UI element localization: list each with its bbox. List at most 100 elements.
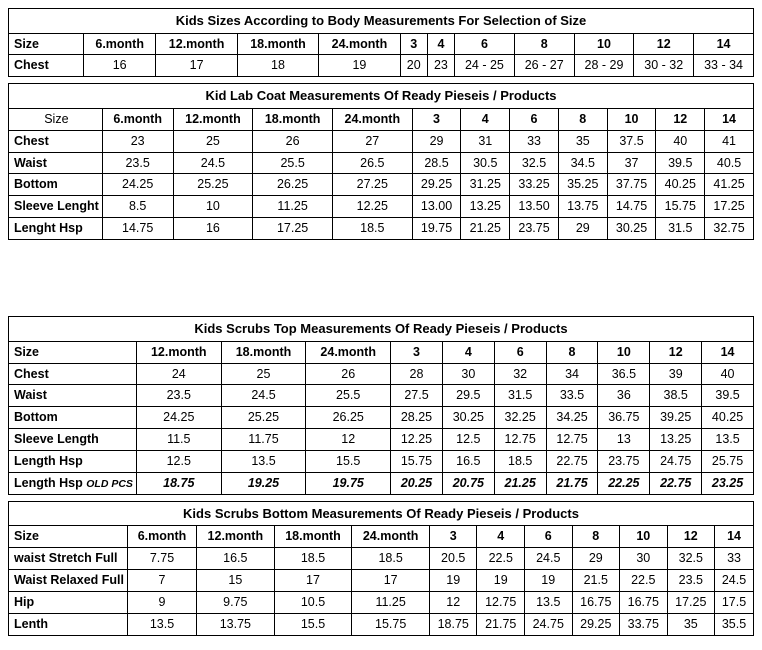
scrubs-bottom-header-row: Size 6.month 12.month 18.month 24.month … (9, 526, 754, 548)
cell: 17.5 (715, 591, 754, 613)
cell: 39.25 (650, 407, 702, 429)
col-12: 12 (656, 108, 705, 130)
cell: 28.25 (391, 407, 443, 429)
cell: 26 - 27 (514, 55, 574, 77)
cell: 13.75 (197, 613, 275, 635)
table-row: Sleeve Lenght8.51011.2512.2513.0013.2513… (9, 196, 754, 218)
cell: 35 (667, 613, 715, 635)
table-row: Waist Relaxed Full715171719191921.522.52… (9, 570, 754, 592)
cell: 27.5 (391, 385, 443, 407)
cell: 21.75 (546, 472, 598, 494)
cell: 28.5 (412, 152, 461, 174)
row-label: waist Stretch Full (9, 548, 128, 570)
cell: 14.75 (607, 196, 656, 218)
col-8: 8 (514, 33, 574, 55)
cell: 26.25 (253, 174, 333, 196)
cell: 13 (598, 429, 650, 451)
cell: 11.25 (352, 591, 430, 613)
cell: 24.25 (102, 174, 173, 196)
cell: 8.5 (102, 196, 173, 218)
cell: 17 (156, 55, 237, 77)
col-24m: 24.month (352, 526, 430, 548)
cell: 33.25 (510, 174, 559, 196)
row-label: Waist Relaxed Full (9, 570, 128, 592)
cell: 12 (306, 429, 391, 451)
cell: 39 (650, 363, 702, 385)
cell: 22.75 (650, 472, 702, 494)
cell: 26.5 (332, 152, 412, 174)
table-row: Lenght Hsp14.751617.2518.519.7521.2523.7… (9, 218, 754, 240)
row-label: Length Hsp (9, 451, 137, 473)
cell: 30.25 (607, 218, 656, 240)
cell: 34 (546, 363, 598, 385)
cell: 23.5 (102, 152, 173, 174)
cell: 29 (412, 130, 461, 152)
row-label: Chest (9, 363, 137, 385)
cell: 13.25 (461, 196, 510, 218)
cell: 23.5 (136, 385, 221, 407)
cell: 9.75 (197, 591, 275, 613)
cell: 40.25 (656, 174, 705, 196)
cell: 13.00 (412, 196, 461, 218)
cell: 19.75 (306, 472, 391, 494)
col-10: 10 (574, 33, 634, 55)
row-label: Chest (9, 55, 84, 77)
cell: 20.5 (429, 548, 477, 570)
cell: 40.5 (705, 152, 754, 174)
cell: 19.75 (412, 218, 461, 240)
row-label: Waist (9, 385, 137, 407)
row-label: Length Hsp OLD PCS (9, 472, 137, 494)
cell: 31.25 (461, 174, 510, 196)
col-3: 3 (429, 526, 477, 548)
cell: 31.5 (494, 385, 546, 407)
cell: 15.75 (656, 196, 705, 218)
table-row: Chest232526272931333537.54041 (9, 130, 754, 152)
cell: 22.5 (477, 548, 525, 570)
cell: 13.50 (510, 196, 559, 218)
cell: 17.25 (667, 591, 715, 613)
cell: 24.75 (525, 613, 573, 635)
cell: 15.5 (274, 613, 352, 635)
cell: 37 (607, 152, 656, 174)
cell: 23 (102, 130, 173, 152)
cell: 40 (656, 130, 705, 152)
table-row: Lenth13.513.7515.515.7518.7521.7524.7529… (9, 613, 754, 635)
col-6m: 6.month (102, 108, 173, 130)
scrubs-top-table: Kids Scrubs Top Measurements Of Ready Pi… (8, 316, 754, 495)
cell: 20.75 (442, 472, 494, 494)
cell: 15.75 (352, 613, 430, 635)
col-size: Size (9, 33, 84, 55)
cell: 16 (84, 55, 156, 77)
cell: 16 (173, 218, 253, 240)
cell: 37.5 (607, 130, 656, 152)
cell: 30 (442, 363, 494, 385)
cell: 25.5 (253, 152, 333, 174)
scrubs-top-header-row: Size 12.month 18.month 24.month 3 4 6 8 … (9, 341, 754, 363)
col-size: Size (9, 108, 103, 130)
cell: 18.5 (352, 548, 430, 570)
cell: 30.25 (442, 407, 494, 429)
cell: 15.75 (391, 451, 443, 473)
cell: 10 (173, 196, 253, 218)
labcoat-title: Kid Lab Coat Measurements Of Ready Piese… (9, 84, 754, 109)
cell: 24.5 (525, 548, 573, 570)
col-8: 8 (558, 108, 607, 130)
cell: 25.25 (173, 174, 253, 196)
col-14: 14 (705, 108, 754, 130)
cell: 30 (620, 548, 668, 570)
cell: 35.25 (558, 174, 607, 196)
col-4: 4 (477, 526, 525, 548)
cell: 19 (477, 570, 525, 592)
col-18m: 18.month (274, 526, 352, 548)
cell: 27 (332, 130, 412, 152)
cell: 15.5 (306, 451, 391, 473)
cell: 12.25 (391, 429, 443, 451)
cell: 7 (127, 570, 196, 592)
cell: 17 (274, 570, 352, 592)
cell: 41 (705, 130, 754, 152)
table-row: Chest 16 17 18 19 20 23 24 - 25 26 - 27 … (9, 55, 754, 77)
cell: 33.5 (546, 385, 598, 407)
cell: 21.75 (477, 613, 525, 635)
cell: 12.5 (136, 451, 221, 473)
cell: 11.25 (253, 196, 333, 218)
